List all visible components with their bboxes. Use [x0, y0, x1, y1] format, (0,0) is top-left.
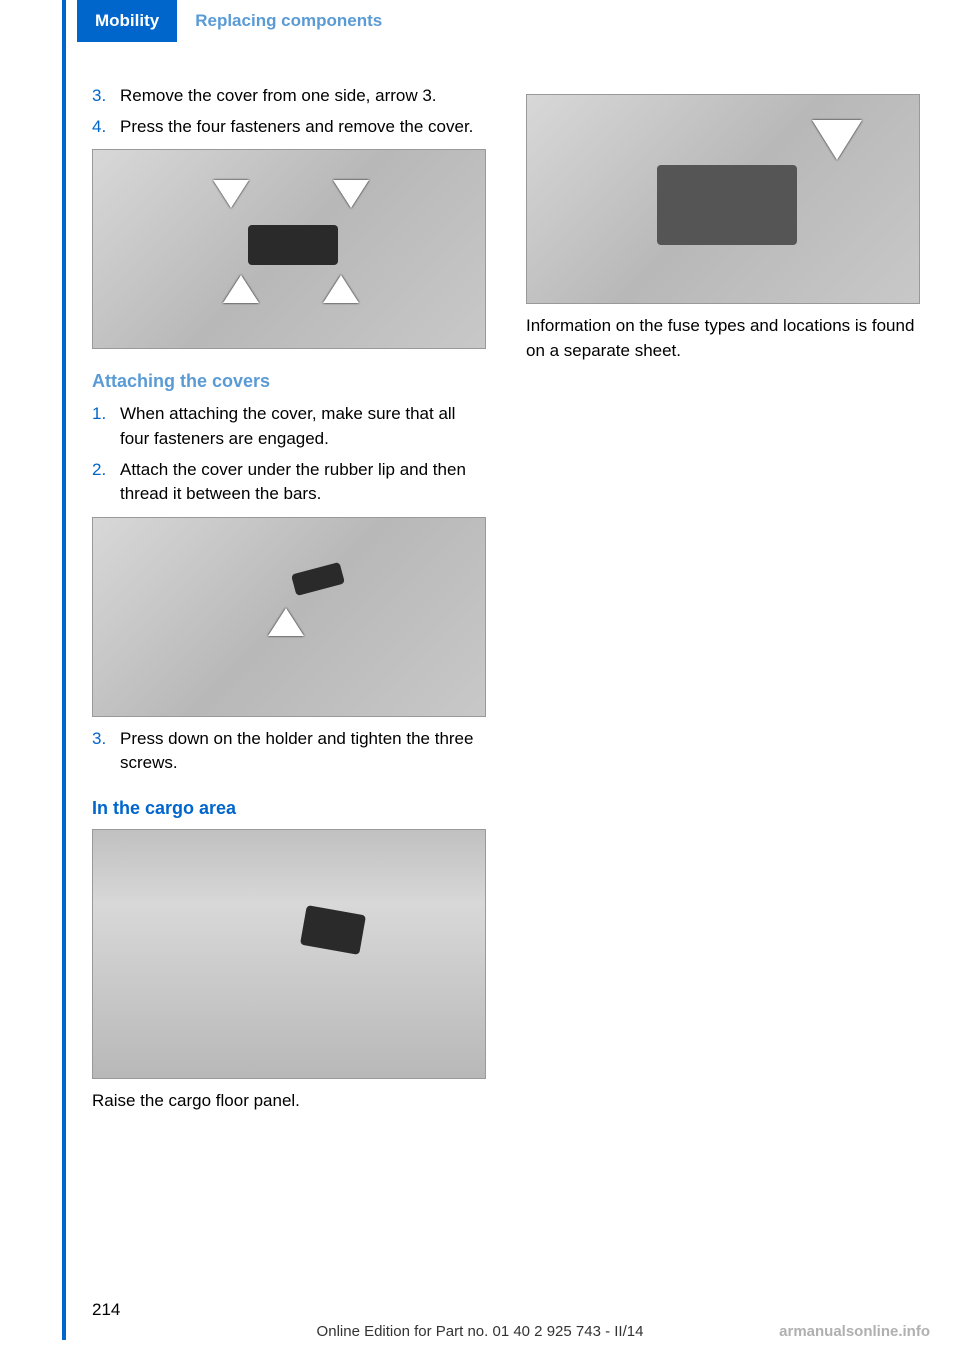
heading-attaching-covers: Attaching the covers	[92, 371, 486, 392]
step-text: Attach the cover under the rubber lip an…	[120, 458, 486, 507]
step-4: 4. Press the four fasteners and remove t…	[92, 115, 486, 140]
watermark: armanualsonline.info	[779, 1323, 930, 1340]
step-number: 2.	[92, 458, 120, 507]
left-accent-bar	[62, 0, 66, 1340]
illustration-cargo-floor	[92, 829, 486, 1079]
step-number: 3.	[92, 727, 120, 776]
step-text: Press the four fasteners and remove the …	[120, 115, 486, 140]
left-column: 3. Remove the cover from one side, arrow…	[92, 84, 486, 1122]
attach-step-1: 1. When attaching the cover, make sure t…	[92, 402, 486, 451]
illustration-cover-fasteners	[92, 149, 486, 349]
header-section-title: Replacing components	[177, 0, 400, 42]
heading-cargo-area: In the cargo area	[92, 798, 486, 819]
page-content: 3. Remove the cover from one side, arrow…	[0, 42, 960, 1122]
header-tab-mobility: Mobility	[77, 0, 177, 42]
cargo-caption: Raise the cargo floor panel.	[92, 1089, 486, 1114]
step-3: 3. Remove the cover from one side, arrow…	[92, 84, 486, 109]
step-number: 4.	[92, 115, 120, 140]
right-column: Information on the fuse types and locati…	[526, 84, 920, 1122]
step-text: When attaching the cover, make sure that…	[120, 402, 486, 451]
attach-step-3: 3. Press down on the holder and tighten …	[92, 727, 486, 776]
illustration-rubber-lip	[92, 517, 486, 717]
page-header: Mobility Replacing components	[77, 0, 960, 42]
step-number: 3.	[92, 84, 120, 109]
step-number: 1.	[92, 402, 120, 451]
fuse-info-text: Information on the fuse types and locati…	[526, 314, 920, 363]
illustration-fuse-box	[526, 94, 920, 304]
page-number: 214	[92, 1300, 120, 1320]
attach-step-2: 2. Attach the cover under the rubber lip…	[92, 458, 486, 507]
step-text: Remove the cover from one side, arrow 3.	[120, 84, 486, 109]
step-text: Press down on the holder and tighten the…	[120, 727, 486, 776]
footer-edition: Online Edition for Part no. 01 40 2 925 …	[317, 1323, 644, 1340]
